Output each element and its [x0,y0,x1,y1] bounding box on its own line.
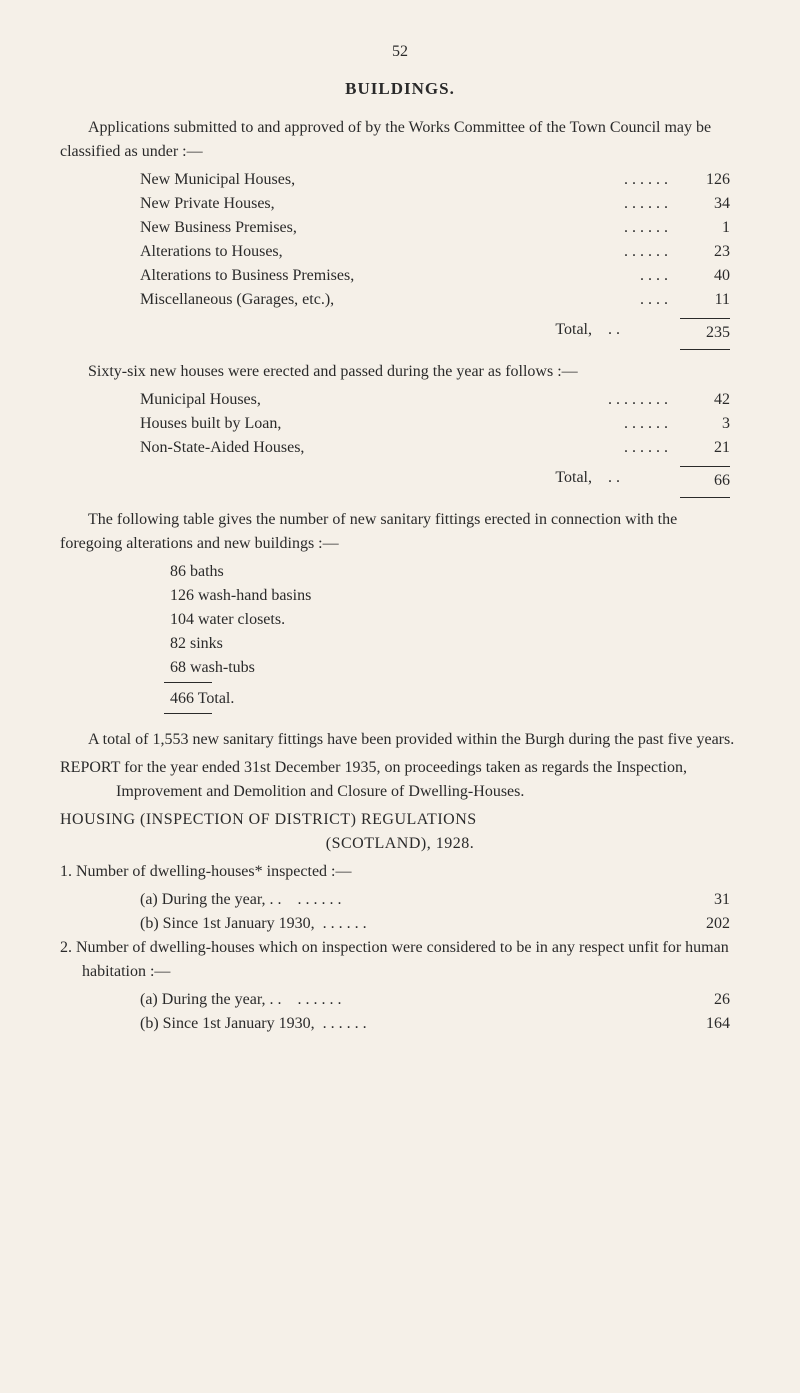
value: 31 [680,888,730,912]
value: 42 [680,388,730,412]
label: Alterations to Houses, [140,240,612,264]
dots: . . . . . . [612,412,680,436]
total-paragraph: A total of 1,553 new sanitary fittings h… [60,728,740,752]
label: (a) During the year, . . [140,991,282,1008]
dots: . . [608,321,620,338]
list-item: 86 baths [170,560,740,584]
dots: . . . . . . [612,436,680,460]
fittings-total: 466 Total. [60,687,740,711]
total-value: 66 [680,466,730,493]
housing-title-2: (SCOTLAND), 1928. [60,832,740,856]
total-label: Total, [555,321,592,338]
dots: . . . . . . [612,168,680,192]
item-1b: (b) Since 1st January 1930, . . . . . . … [60,912,740,936]
item-2-head: 2. Number of dwelling-houses which on in… [60,936,740,984]
table-row: Miscellaneous (Garages, etc.),. . . .11 [60,288,740,312]
label: Alterations to Business Premises, [140,264,628,288]
table-row: Alterations to Business Premises,. . . .… [60,264,740,288]
table-row: Alterations to Houses,. . . . . .23 [60,240,740,264]
sixty-table: Municipal Houses,. . . . . . . .42Houses… [60,388,740,460]
dots: . . [608,469,620,486]
value: 21 [680,436,730,460]
sixty-intro: Sixty-six new houses were erected and pa… [60,360,740,384]
label: Miscellaneous (Garages, etc.), [140,288,628,312]
total-label: Total, [555,469,592,486]
dots: . . . . . . [298,991,342,1008]
table-row: Municipal Houses,. . . . . . . .42 [60,388,740,412]
label: Municipal Houses, [140,388,596,412]
dots: . . . . [628,288,680,312]
item-2b: (b) Since 1st January 1930, . . . . . . … [60,1012,740,1036]
list-item: 126 wash-hand basins [170,584,740,608]
item-1a: (a) During the year, . . . . . . . . 31 [60,888,740,912]
dots: . . . . . . [612,216,680,240]
page-number: 52 [60,40,740,64]
label: New Business Premises, [140,216,612,240]
value: 23 [680,240,730,264]
value: 40 [680,264,730,288]
label: (b) Since 1st January 1930, [140,1015,315,1032]
report-paragraph: REPORT for the year ended 31st December … [60,756,740,804]
list-item: 104 water closets. [170,608,740,632]
total-value: 235 [680,318,730,345]
dots: . . . . . . . . [596,388,680,412]
value: 11 [680,288,730,312]
label: New Municipal Houses, [140,168,612,192]
value: 202 [680,912,730,936]
classification-total: Total, . . 235 [60,318,740,345]
dots: . . . . . . [612,192,680,216]
classification-table: New Municipal Houses,. . . . . .126New P… [60,168,740,312]
rule [164,713,212,716]
intro-paragraph: Applications submitted to and approved o… [60,116,740,164]
value: 26 [680,988,730,1012]
dots: . . . . . . [323,1015,367,1032]
value: 1 [680,216,730,240]
sixty-total: Total, . . 66 [60,466,740,493]
label: Houses built by Loan, [140,412,612,436]
item-2a: (a) During the year, . . . . . . . . 26 [60,988,740,1012]
table-row: New Private Houses,. . . . . .34 [60,192,740,216]
label: New Private Houses, [140,192,612,216]
housing-title-1: HOUSING (INSPECTION OF DISTRICT) REGULAT… [60,808,740,832]
label: (a) During the year, . . [140,891,282,908]
dots: . . . . . . [323,915,367,932]
list-item: 82 sinks [170,632,740,656]
label: (b) Since 1st January 1930, [140,915,315,932]
item-1-head: 1. Number of dwelling-houses* inspected … [60,860,740,884]
value: 3 [680,412,730,436]
dots: . . . . . . [298,891,342,908]
dots: . . . . [628,264,680,288]
fittings-intro: The following table gives the number of … [60,508,740,556]
table-row: Non-State-Aided Houses,. . . . . .21 [60,436,740,460]
value: 34 [680,192,730,216]
label: Non-State-Aided Houses, [140,436,612,460]
value: 126 [680,168,730,192]
list-item: 68 wash-tubs [170,656,740,680]
table-row: New Municipal Houses,. . . . . .126 [60,168,740,192]
fittings-list: 86 baths126 wash-hand basins104 water cl… [60,560,740,680]
value: 164 [680,1012,730,1036]
section-title: BUILDINGS. [60,76,740,102]
table-row: New Business Premises,. . . . . .1 [60,216,740,240]
dots: . . . . . . [612,240,680,264]
rule [164,682,212,685]
table-row: Houses built by Loan,. . . . . .3 [60,412,740,436]
